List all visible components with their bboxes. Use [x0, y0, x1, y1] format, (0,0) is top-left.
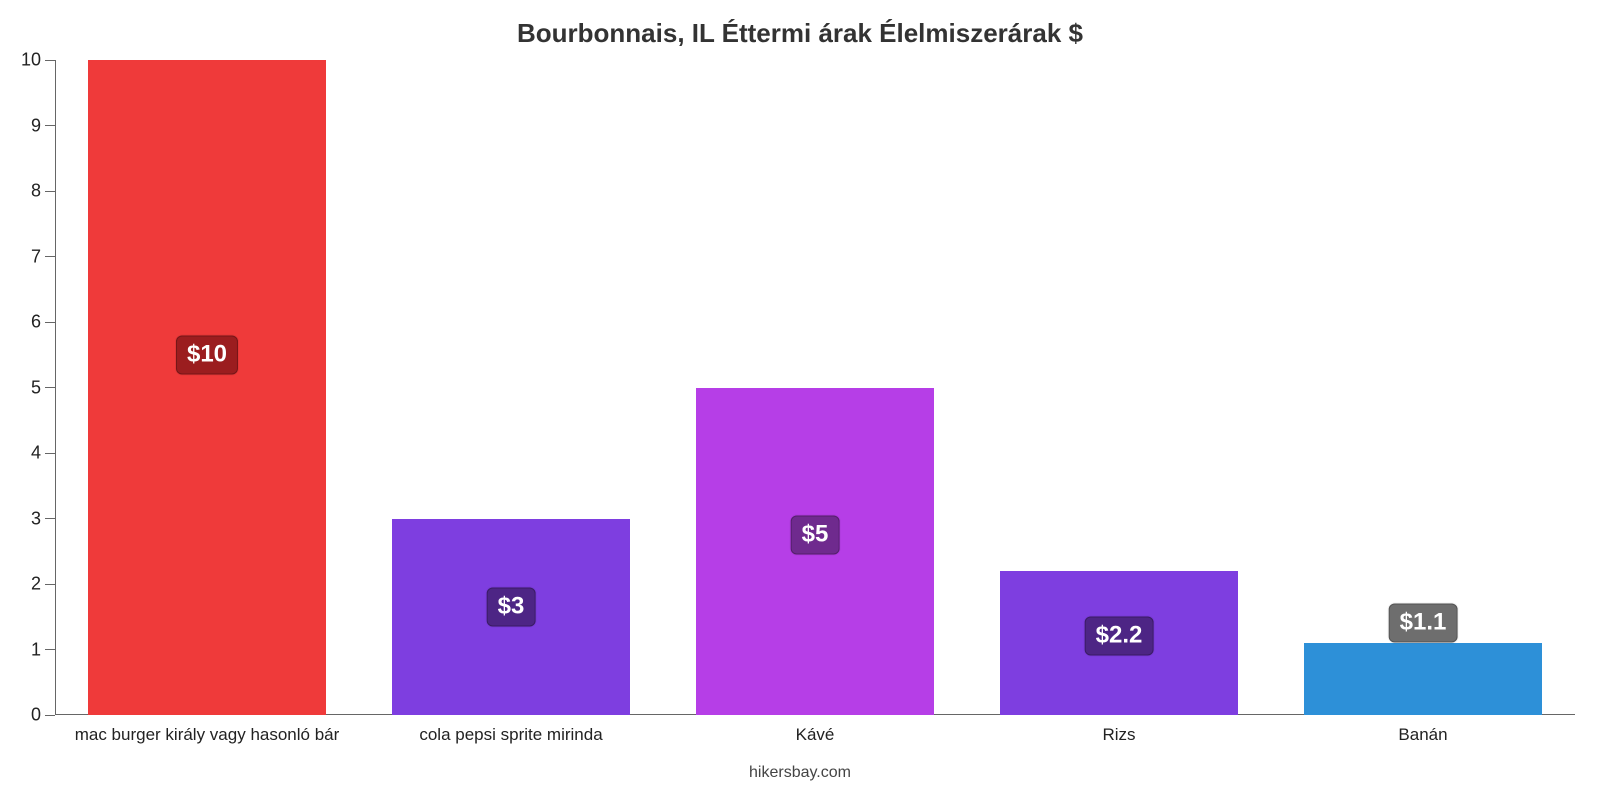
y-tick	[45, 322, 55, 323]
y-tick-label: 9	[31, 115, 41, 136]
y-tick-label: 4	[31, 443, 41, 464]
attribution-text: hikersbay.com	[0, 764, 1600, 782]
bar	[88, 60, 325, 715]
bar	[1304, 643, 1541, 715]
y-tick	[45, 125, 55, 126]
value-badge: $3	[487, 587, 536, 626]
chart-title: Bourbonnais, IL Éttermi árak Élelmiszerá…	[0, 18, 1600, 49]
x-tick-label: Banán	[1398, 725, 1447, 745]
value-badge: $1.1	[1389, 604, 1458, 643]
y-tick	[45, 715, 55, 716]
y-tick-label: 1	[31, 639, 41, 660]
y-tick	[45, 256, 55, 257]
y-tick	[45, 191, 55, 192]
plot-area: $10$3$5$2.2$1.1 012345678910mac burger k…	[55, 60, 1575, 715]
y-tick-label: 2	[31, 574, 41, 595]
value-badge: $10	[176, 335, 238, 374]
y-tick-label: 3	[31, 508, 41, 529]
y-tick-label: 0	[31, 705, 41, 726]
x-tick-label: cola pepsi sprite mirinda	[419, 725, 602, 745]
price-bar-chart: Bourbonnais, IL Éttermi árak Élelmiszerá…	[0, 0, 1600, 800]
y-tick	[45, 387, 55, 388]
y-tick	[45, 453, 55, 454]
y-tick-label: 5	[31, 377, 41, 398]
value-badge: $2.2	[1085, 616, 1154, 655]
y-tick-label: 7	[31, 246, 41, 267]
x-tick-label: mac burger király vagy hasonló bár	[75, 725, 340, 745]
bars-layer: $10 $3 $5 $2.2 $1.1	[55, 60, 1575, 715]
y-tick	[45, 584, 55, 585]
value-badge: $5	[791, 515, 840, 554]
y-tick	[45, 60, 55, 61]
y-tick-label: 6	[31, 312, 41, 333]
y-tick-label: 10	[21, 50, 41, 71]
y-tick-label: 8	[31, 181, 41, 202]
x-tick-label: Kávé	[796, 725, 835, 745]
y-tick	[45, 649, 55, 650]
x-tick-label: Rizs	[1102, 725, 1135, 745]
y-tick	[45, 518, 55, 519]
